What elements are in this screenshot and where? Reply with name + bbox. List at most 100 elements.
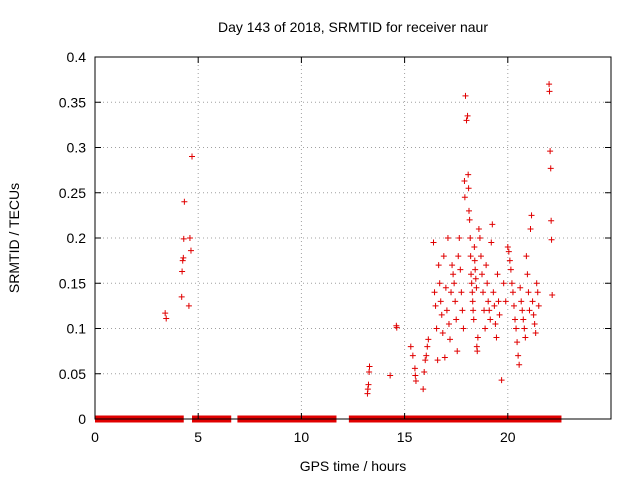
data-point: [180, 235, 187, 242]
data-point: [532, 330, 539, 337]
data-point: [515, 352, 522, 359]
data-point: [510, 302, 517, 309]
data-point: [457, 266, 464, 273]
data-point: [474, 348, 481, 355]
data-point: [534, 289, 541, 296]
data-point: [523, 253, 530, 260]
data-point: [444, 235, 451, 241]
data-point: [506, 257, 513, 264]
data-point: [524, 271, 531, 278]
data-point: [459, 307, 466, 314]
data-point: [445, 320, 452, 327]
x-tick-label: 15: [397, 429, 413, 445]
data-point: [435, 262, 442, 269]
data-point: [533, 280, 540, 287]
data-point: [185, 302, 192, 309]
data-point: [489, 221, 496, 228]
data-point: [443, 307, 450, 314]
data-point: [472, 266, 479, 273]
data-point: [530, 311, 537, 318]
data-point: [464, 112, 471, 119]
data-point: [473, 284, 480, 291]
data-point: [514, 339, 521, 346]
data-point: [471, 257, 478, 264]
data-point: [494, 271, 501, 278]
data-point: [495, 298, 502, 305]
data-point: [412, 377, 419, 384]
data-point: [439, 330, 446, 337]
data-point: [491, 302, 498, 309]
x-tick-label: 10: [294, 429, 310, 445]
data-point: [455, 253, 462, 260]
data-point: [424, 343, 431, 350]
data-point: [178, 293, 185, 300]
data-point: [448, 289, 455, 296]
data-point: [434, 357, 441, 364]
data-point: [421, 368, 428, 375]
data-point: [482, 325, 489, 332]
data-point: [186, 235, 193, 241]
y-tick-label: 0.05: [59, 366, 86, 382]
data-point: [481, 307, 488, 314]
y-axis-ticks: 0 0.05 0.1 0.15 0.2 0.25 0.3 0.35 0.4: [59, 49, 611, 427]
data-point: [430, 239, 437, 246]
x-axis-ticks: 0 5 10 15 20: [91, 57, 516, 445]
data-point: [547, 165, 554, 172]
data-point: [518, 298, 525, 305]
data-point: [513, 325, 520, 332]
data-point: [449, 262, 456, 269]
data-point: [493, 334, 500, 341]
data-point: [468, 280, 475, 287]
data-point: [163, 315, 170, 322]
data-point: [485, 298, 492, 305]
x-tick-label: 20: [500, 429, 516, 445]
y-tick-label: 0.4: [67, 49, 87, 65]
data-point: [465, 207, 472, 214]
data-point: [462, 92, 469, 99]
data-point: [189, 153, 196, 160]
chart-title: Day 143 of 2018, SRMTID for receiver nau…: [218, 19, 488, 35]
data-point: [531, 320, 538, 327]
data-point: [505, 248, 512, 255]
data-point: [509, 289, 516, 296]
data-point: [529, 298, 536, 305]
data-point: [451, 280, 458, 287]
data-point: [467, 235, 474, 241]
data-point: [488, 239, 495, 246]
data-point: [487, 316, 494, 323]
data-point: [433, 325, 440, 332]
data-point: [467, 253, 474, 260]
data-point: [469, 289, 476, 296]
data-point: [387, 372, 394, 379]
data-point: [486, 307, 493, 314]
data-point: [472, 275, 479, 282]
data-point: [440, 253, 447, 260]
data-point: [366, 363, 373, 370]
data-point: [548, 236, 555, 243]
data-point: [364, 386, 371, 393]
data-point: [407, 343, 414, 350]
data-point: [526, 307, 533, 314]
x-tick-label: 0: [91, 429, 99, 445]
data-point: [465, 171, 472, 178]
data-point: [409, 352, 416, 359]
data-point: [502, 298, 509, 305]
data-point: [461, 194, 468, 201]
data-point: [431, 289, 438, 296]
y-tick-label: 0.15: [59, 275, 86, 291]
data-point: [162, 310, 169, 317]
data-point: [527, 225, 534, 232]
data-point: [508, 280, 515, 287]
y-tick-label: 0: [78, 411, 86, 427]
data-point: [474, 334, 481, 341]
data-point: [479, 271, 485, 278]
data-point: [512, 316, 519, 323]
data-point: [476, 235, 483, 241]
data-point: [441, 354, 448, 361]
x-tick-label: 5: [194, 429, 202, 445]
data-point: [180, 254, 187, 261]
data-point: [480, 289, 487, 296]
data-point: [463, 117, 470, 124]
data-point: [546, 88, 553, 95]
data-point: [436, 280, 443, 287]
